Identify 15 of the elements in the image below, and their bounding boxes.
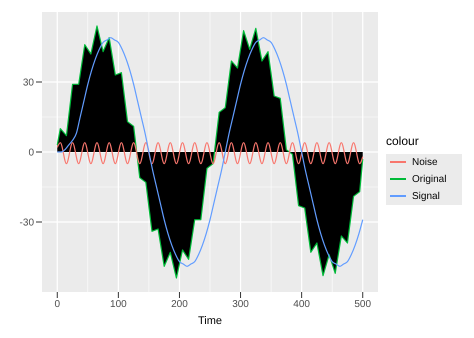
line-series [56, 142, 364, 164]
y-tick-label: 30 [22, 78, 34, 89]
x-tick-label: 300 [232, 299, 250, 310]
x-tick-label: 0 [54, 299, 60, 310]
legend-title: colour [386, 134, 420, 148]
x-axis-title: Time [198, 315, 222, 327]
x-tick-label: 500 [354, 299, 372, 310]
y-tick-label: -30 [20, 218, 34, 229]
legend-label: Noise [412, 156, 438, 168]
legend-label: Original [412, 174, 446, 184]
x-tick-label: 100 [110, 299, 128, 310]
y-tick-label: 0 [28, 148, 34, 159]
legend-label: Signal [412, 190, 440, 202]
x-tick-label: 400 [293, 299, 310, 310]
x-tick-label: 200 [171, 299, 188, 310]
